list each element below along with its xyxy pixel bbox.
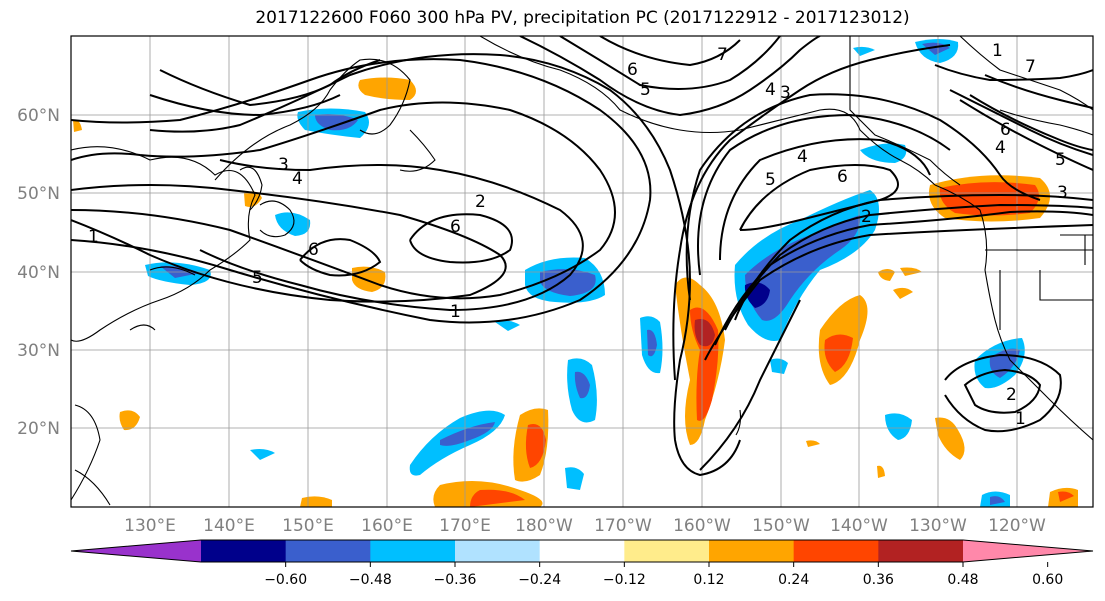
contour-label: 2 <box>475 192 486 212</box>
contour-label: 7 <box>1025 57 1036 77</box>
colorbar-segment <box>878 540 964 562</box>
contour-labels: 7 6 5 4 3 3 4 2 6 1 5 6 1 4 5 6 2 7 6 4 … <box>88 41 1068 429</box>
precip-blob <box>565 467 584 490</box>
colorbar-segment <box>285 540 371 562</box>
precip-blob <box>119 410 140 431</box>
precip-blob <box>990 496 1005 505</box>
lon-label: 180°W <box>515 516 573 536</box>
pv-contours <box>71 36 1093 477</box>
colorbar-segment <box>370 540 456 562</box>
colorbar <box>70 539 1094 563</box>
precip-blob <box>939 182 1039 216</box>
precip-blob <box>893 287 913 299</box>
colorbar-tick-label: 0.36 <box>863 572 894 588</box>
lat-label-30n: 30°N <box>17 341 60 361</box>
lon-label: 130°W <box>909 516 967 536</box>
contour-label: 2 <box>861 207 872 227</box>
map-gridlines <box>71 36 1093 507</box>
contour-label: 1 <box>88 227 99 247</box>
map-content: 7 6 5 4 3 3 4 2 6 1 5 6 1 4 5 6 2 7 6 4 … <box>71 36 1093 507</box>
contour-label: 4 <box>797 147 808 167</box>
lon-label: 120°W <box>988 516 1046 536</box>
precip-blob <box>250 449 275 460</box>
lon-label: 150°E <box>282 516 334 536</box>
lon-label: 160°E <box>361 516 413 536</box>
contour-label: 6 <box>450 217 461 237</box>
lon-label: 160°W <box>673 516 731 536</box>
lat-label-20n: 20°N <box>17 419 60 439</box>
colorbar-tick-label: −0.60 <box>264 572 307 588</box>
precip-blob <box>315 114 358 131</box>
precip-blob <box>745 215 861 321</box>
colorbar-segment <box>455 540 541 562</box>
contour-label: 2 <box>1006 385 1017 405</box>
lon-label: 130°E <box>124 516 176 536</box>
map-frame <box>70 35 1094 508</box>
longitude-labels: 130°E 140°E 150°E 160°E 170°E 180°W 170°… <box>124 516 1046 536</box>
contour-label: 1 <box>992 41 1003 61</box>
colorbar-tick-label: 0.48 <box>947 572 978 588</box>
lat-label-50n: 50°N <box>17 184 60 204</box>
precip-blob <box>1058 491 1074 502</box>
precip-blob <box>73 119 82 132</box>
colorbar-extend-max <box>963 540 1093 562</box>
latitude-labels: 60°N 50°N 40°N 30°N 20°N <box>17 106 60 439</box>
contour-label: 1 <box>450 302 461 322</box>
precip-blob <box>877 465 885 478</box>
contour-label: 5 <box>252 268 263 288</box>
colorbar-tick-label: −0.12 <box>603 572 646 588</box>
colorbar-segment <box>201 540 287 562</box>
precip-blob <box>853 46 875 56</box>
colorbar-segment <box>624 540 710 562</box>
contour-label: 1 <box>1015 409 1026 429</box>
lon-label: 140°W <box>830 516 888 536</box>
precip-blob <box>694 319 715 347</box>
lat-label-40n: 40°N <box>17 263 60 283</box>
contour-label: 4 <box>765 80 776 100</box>
colorbar-segment <box>793 540 879 562</box>
contour-label: 5 <box>640 80 651 100</box>
precip-blob <box>860 143 907 163</box>
precip-blob <box>770 358 788 374</box>
contour-label: 3 <box>780 83 791 103</box>
colorbar-extend-min <box>71 540 201 562</box>
contour-label: 5 <box>765 170 776 190</box>
precip-blob <box>885 413 912 440</box>
lat-label-60n: 60°N <box>17 106 60 126</box>
contour-label: 6 <box>837 167 848 187</box>
contour-label: 5 <box>1055 150 1066 170</box>
contour-label: 3 <box>1057 183 1068 203</box>
colorbar-ticks: −0.60 −0.48 −0.36 −0.24 −0.12 0.12 0.24 0.36 0.4… <box>264 562 1063 588</box>
lon-label: 150°W <box>752 516 810 536</box>
contour-label: 6 <box>1000 120 1011 140</box>
colorbar-segment <box>539 540 625 562</box>
precip-blob <box>806 440 820 447</box>
colorbar-outline <box>70 539 1094 563</box>
lon-label: 170°W <box>594 516 652 536</box>
contour-label: 6 <box>308 240 319 260</box>
precip-blob <box>824 334 853 372</box>
precip-blob <box>495 320 520 331</box>
map-title: 2017122600 F060 300 hPa PV, precipitatio… <box>255 8 910 28</box>
colorbar-tick-label: −0.48 <box>349 572 392 588</box>
colorbar-tick-label: −0.24 <box>518 572 561 588</box>
contour-label: 4 <box>292 169 303 189</box>
contour-label: 4 <box>995 138 1006 158</box>
colorbar-tick-label: 0.12 <box>693 572 724 588</box>
precip-blob <box>470 489 525 507</box>
precip-blob <box>574 371 590 399</box>
precip-blob <box>275 212 311 236</box>
colorbar-tick-label: 0.60 <box>1032 572 1063 588</box>
lon-label: 140°E <box>203 516 255 536</box>
contour-label: 3 <box>278 155 289 175</box>
colorbar-tick-label: 0.24 <box>778 572 809 588</box>
coastlines <box>71 36 1093 506</box>
precip-blob <box>525 424 546 468</box>
contour-label: 6 <box>627 60 638 80</box>
colorbar-tick-label: −0.36 <box>434 572 477 588</box>
colorbar-segment <box>709 540 795 562</box>
contour-label: 7 <box>717 45 728 65</box>
lon-label: 170°E <box>439 516 491 536</box>
